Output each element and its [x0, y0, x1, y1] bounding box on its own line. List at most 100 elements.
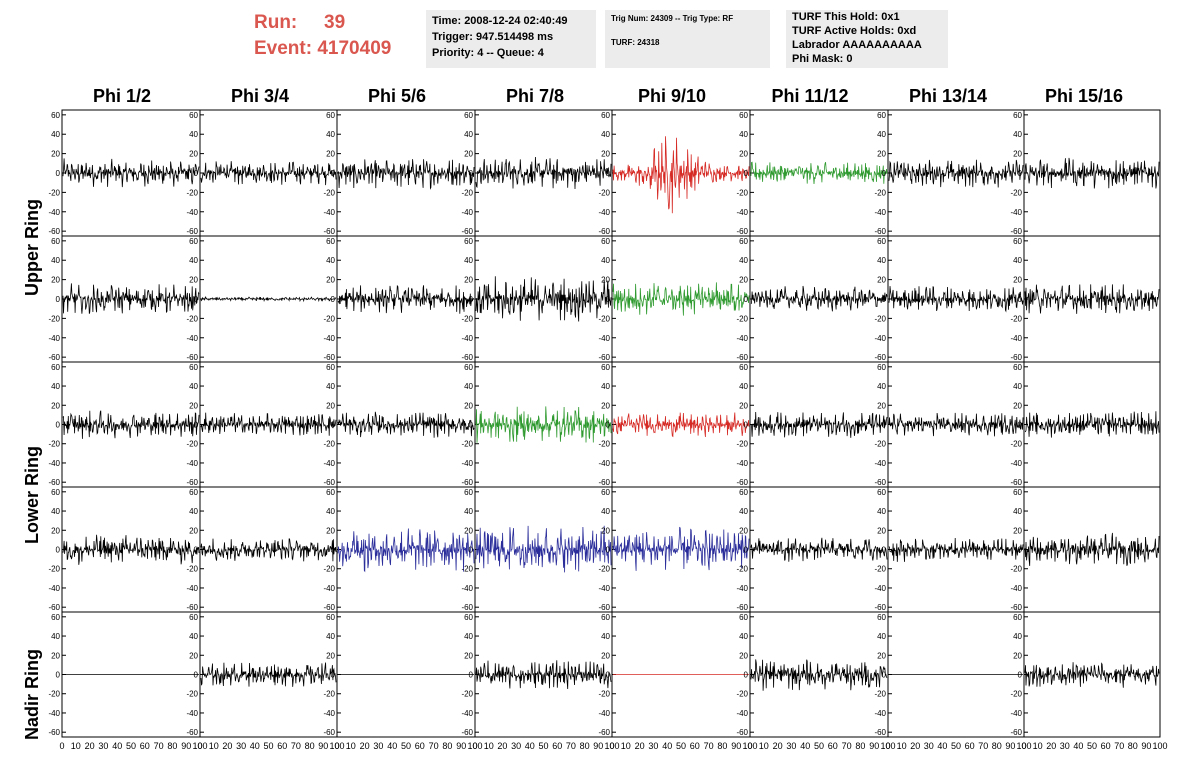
x-tick-label: 0	[472, 741, 477, 751]
y-tick-label: 40	[877, 507, 886, 516]
waveform-trace	[62, 158, 200, 188]
x-tick-label: 70	[566, 741, 576, 751]
y-tick-label: 20	[877, 150, 886, 159]
y-tick-label: 0	[744, 546, 749, 555]
y-tick-label: 60	[1013, 488, 1022, 497]
y-tick-label: 0	[744, 295, 749, 304]
y-tick-label: -40	[186, 334, 198, 343]
x-tick-label: 90	[456, 741, 466, 751]
y-tick-label: -60	[48, 478, 60, 487]
y-tick-label: -60	[874, 353, 886, 362]
x-tick-label: 70	[1114, 741, 1124, 751]
y-tick-label: -20	[598, 690, 610, 699]
y-tick-label: 60	[739, 237, 748, 246]
x-tick-label: 90	[593, 741, 603, 751]
y-tick-label: 20	[326, 276, 335, 285]
y-tick-label: -40	[598, 334, 610, 343]
y-tick-label: 0	[469, 671, 474, 680]
x-tick-label: 50	[1087, 741, 1097, 751]
x-tick-label: 0	[197, 741, 202, 751]
y-tick-label: -40	[874, 459, 886, 468]
x-tick-label: 90	[731, 741, 741, 751]
y-tick-label: -20	[736, 690, 748, 699]
y-tick-label: -40	[874, 709, 886, 718]
y-tick-label: 40	[739, 382, 748, 391]
y-tick-label: 0	[1018, 169, 1023, 178]
y-tick-label: -60	[186, 478, 198, 487]
y-tick-label: -40	[874, 208, 886, 217]
x-tick-label: 80	[442, 741, 452, 751]
y-tick-label: 40	[877, 632, 886, 641]
waveform-trace	[200, 161, 337, 186]
trigger-info-panel: Trig Num: 24309 -- Trig Type: RF TURF: 2…	[605, 10, 770, 68]
x-tick-label: 80	[992, 741, 1002, 751]
y-tick-label: 0	[56, 546, 61, 555]
y-tick-label: 60	[464, 613, 473, 622]
y-tick-label: 20	[601, 276, 610, 285]
y-tick-label: -20	[874, 690, 886, 699]
x-tick-label: 10	[484, 741, 494, 751]
y-tick-label: 40	[1013, 507, 1022, 516]
y-tick-label: 40	[189, 382, 198, 391]
y-tick-label: -40	[186, 709, 198, 718]
x-tick-label: 50	[951, 741, 961, 751]
x-tick-label: 10	[621, 741, 631, 751]
y-tick-label: -40	[1010, 334, 1022, 343]
x-tick-label: 30	[373, 741, 383, 751]
y-tick-label: 60	[1013, 363, 1022, 372]
y-tick-label: -60	[736, 603, 748, 612]
y-tick-label: -60	[1010, 478, 1022, 487]
y-tick-label: 0	[194, 546, 199, 555]
turf-hold-line: TURF This Hold: 0x1	[792, 11, 900, 23]
x-tick-label: 50	[814, 741, 824, 751]
x-tick-label: 100	[604, 741, 619, 751]
y-tick-label: -40	[461, 584, 473, 593]
panel-frame	[887, 109, 1025, 237]
y-tick-label: 20	[601, 526, 610, 535]
y-tick-label: 20	[51, 276, 60, 285]
waveform-trace	[62, 283, 200, 314]
y-tick-label: 20	[601, 651, 610, 660]
x-tick-label: 100	[1016, 741, 1031, 751]
y-tick-label: -60	[186, 227, 198, 236]
x-tick-label: 70	[842, 741, 852, 751]
y-tick-label: 60	[877, 488, 886, 497]
y-tick-label: 20	[877, 651, 886, 660]
y-tick-label: -20	[1010, 188, 1022, 197]
y-tick-label: 0	[882, 546, 887, 555]
y-tick-label: -60	[48, 603, 60, 612]
y-tick-label: -20	[48, 690, 60, 699]
y-tick-label: 20	[601, 401, 610, 410]
x-tick-label: 10	[71, 741, 81, 751]
y-tick-label: 20	[189, 276, 198, 285]
y-tick-label: -40	[1010, 459, 1022, 468]
y-tick-label: -60	[1010, 728, 1022, 737]
y-tick-label: 40	[601, 632, 610, 641]
waveform-trace	[62, 534, 200, 565]
y-tick-label: 60	[1013, 111, 1022, 120]
column-header-phi-13-14: Phi 13/14	[908, 86, 988, 106]
y-tick-label: 60	[877, 237, 886, 246]
y-tick-label: -60	[461, 603, 473, 612]
y-tick-label: -20	[48, 440, 60, 449]
y-tick-label: 0	[469, 421, 474, 430]
x-tick-label: 10	[209, 741, 219, 751]
waveform-trace	[888, 286, 1024, 313]
y-tick-label: 60	[601, 363, 610, 372]
y-tick-label: -20	[323, 188, 335, 197]
y-tick-label: 0	[606, 295, 611, 304]
x-tick-label: 80	[305, 741, 315, 751]
y-tick-label: 60	[464, 111, 473, 120]
y-tick-label: -40	[186, 459, 198, 468]
waveform-trace	[200, 662, 337, 687]
y-tick-label: 0	[56, 169, 61, 178]
column-header-phi-3-4: Phi 3/4	[230, 86, 290, 106]
y-tick-label: -20	[186, 314, 198, 323]
waveform-trace	[750, 537, 888, 562]
y-tick-label: 40	[739, 130, 748, 139]
y-tick-label: 0	[744, 421, 749, 430]
y-tick-label: -60	[461, 353, 473, 362]
y-tick-label: 60	[326, 237, 335, 246]
x-tick-label: 30	[924, 741, 934, 751]
y-tick-label: -60	[598, 603, 610, 612]
